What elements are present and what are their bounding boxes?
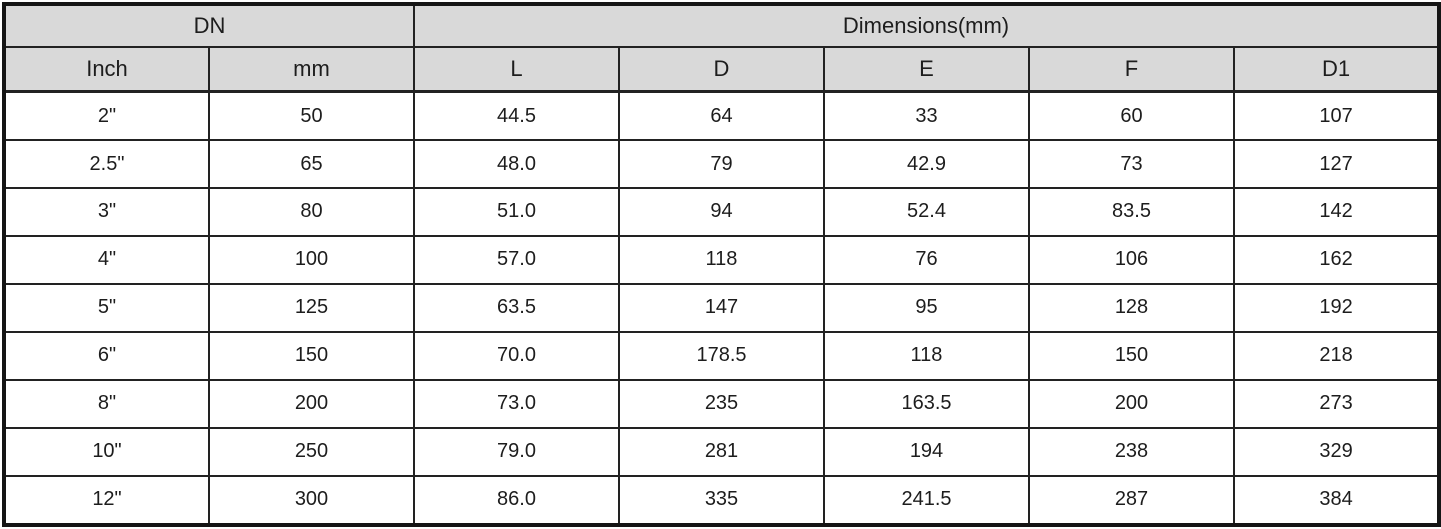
cell-mm: 150	[208, 330, 415, 381]
cell-d: 147	[618, 282, 825, 333]
cell-e: 52.4	[823, 187, 1030, 237]
cell-l: 51.0	[413, 187, 620, 237]
cell-inch: 2.5"	[3, 139, 210, 189]
cell-inch: 5"	[3, 282, 210, 333]
cell-d1: 218	[1232, 330, 1441, 381]
cell-d1: 142	[1232, 187, 1441, 237]
cell-f: 106	[1028, 234, 1235, 285]
cell-mm: 100	[208, 234, 415, 285]
cell-l: 48.0	[413, 139, 620, 189]
cell-mm: 250	[208, 426, 415, 477]
cell-mm: 50	[208, 90, 415, 142]
table-row: 2.5" 65 48.0 79 42.9 73 127	[3, 139, 1441, 189]
cell-inch: 2"	[3, 90, 210, 142]
group-header-dn: DN	[3, 3, 415, 48]
table-row: 6" 150 70.0 178.5 118 150 218	[3, 330, 1441, 381]
cell-mm: 65	[208, 139, 415, 189]
cell-d1: 192	[1232, 282, 1441, 333]
col-header-e: E	[823, 46, 1030, 93]
cell-f: 60	[1028, 90, 1235, 142]
table-row: 12" 300 86.0 335 241.5 287 384	[3, 474, 1441, 527]
cell-d: 118	[618, 234, 825, 285]
cell-d: 178.5	[618, 330, 825, 381]
cell-d1: 107	[1232, 90, 1441, 142]
cell-mm: 125	[208, 282, 415, 333]
col-header-mm: mm	[208, 46, 415, 93]
cell-e: 42.9	[823, 139, 1030, 189]
cell-e: 33	[823, 90, 1030, 142]
cell-inch: 10"	[3, 426, 210, 477]
cell-f: 287	[1028, 474, 1235, 527]
cell-f: 128	[1028, 282, 1235, 333]
col-header-d: D	[618, 46, 825, 93]
cell-e: 76	[823, 234, 1030, 285]
cell-l: 63.5	[413, 282, 620, 333]
cell-l: 70.0	[413, 330, 620, 381]
table-row: 10" 250 79.0 281 194 238 329	[3, 426, 1441, 477]
table-row: 4" 100 57.0 118 76 106 162	[3, 234, 1441, 285]
cell-mm: 80	[208, 187, 415, 237]
cell-d1: 127	[1232, 139, 1441, 189]
group-header-dimensions: Dimensions(mm)	[412, 3, 1441, 48]
group-header-row: DN Dimensions(mm)	[3, 3, 1441, 48]
cell-d: 335	[618, 474, 825, 527]
cell-l: 79.0	[413, 426, 620, 477]
cell-l: 44.5	[413, 90, 620, 142]
cell-e: 194	[823, 426, 1030, 477]
cell-inch: 12"	[3, 474, 210, 527]
cell-f: 73	[1028, 139, 1235, 189]
table-row: 5" 125 63.5 147 95 128 192	[3, 282, 1441, 333]
cell-d: 79	[618, 139, 825, 189]
cell-f: 83.5	[1028, 187, 1235, 237]
cell-e: 241.5	[823, 474, 1030, 527]
cell-d1: 162	[1232, 234, 1441, 285]
col-header-l: L	[413, 46, 620, 93]
table-row: 3" 80 51.0 94 52.4 83.5 142	[3, 187, 1441, 237]
cell-f: 150	[1028, 330, 1235, 381]
col-header-inch: Inch	[3, 46, 210, 93]
col-header-f: F	[1028, 46, 1235, 93]
cell-inch: 8"	[3, 378, 210, 429]
cell-f: 238	[1028, 426, 1235, 477]
cell-inch: 3"	[3, 187, 210, 237]
cell-l: 57.0	[413, 234, 620, 285]
cell-d: 64	[618, 90, 825, 142]
cell-d1: 329	[1232, 426, 1441, 477]
col-header-d1: D1	[1232, 46, 1441, 93]
cell-l: 73.0	[413, 378, 620, 429]
cell-d: 94	[618, 187, 825, 237]
cell-e: 163.5	[823, 378, 1030, 429]
cell-inch: 4"	[3, 234, 210, 285]
cell-l: 86.0	[413, 474, 620, 527]
cell-e: 95	[823, 282, 1030, 333]
column-header-row: Inch mm L D E F D1	[3, 46, 1441, 93]
cell-f: 200	[1028, 378, 1235, 429]
cell-d1: 384	[1232, 474, 1441, 527]
cell-e: 118	[823, 330, 1030, 381]
table-header: DN Dimensions(mm) Inch mm L D E F D1	[3, 3, 1441, 93]
table-body: 2" 50 44.5 64 33 60 107 2.5" 65 48.0 79 …	[3, 90, 1441, 527]
table-row: 8" 200 73.0 235 163.5 200 273	[3, 378, 1441, 429]
cell-d: 281	[618, 426, 825, 477]
cell-inch: 6"	[3, 330, 210, 381]
cell-mm: 300	[208, 474, 415, 527]
cell-mm: 200	[208, 378, 415, 429]
cell-d: 235	[618, 378, 825, 429]
cell-d1: 273	[1232, 378, 1441, 429]
table-row: 2" 50 44.5 64 33 60 107	[3, 90, 1441, 142]
